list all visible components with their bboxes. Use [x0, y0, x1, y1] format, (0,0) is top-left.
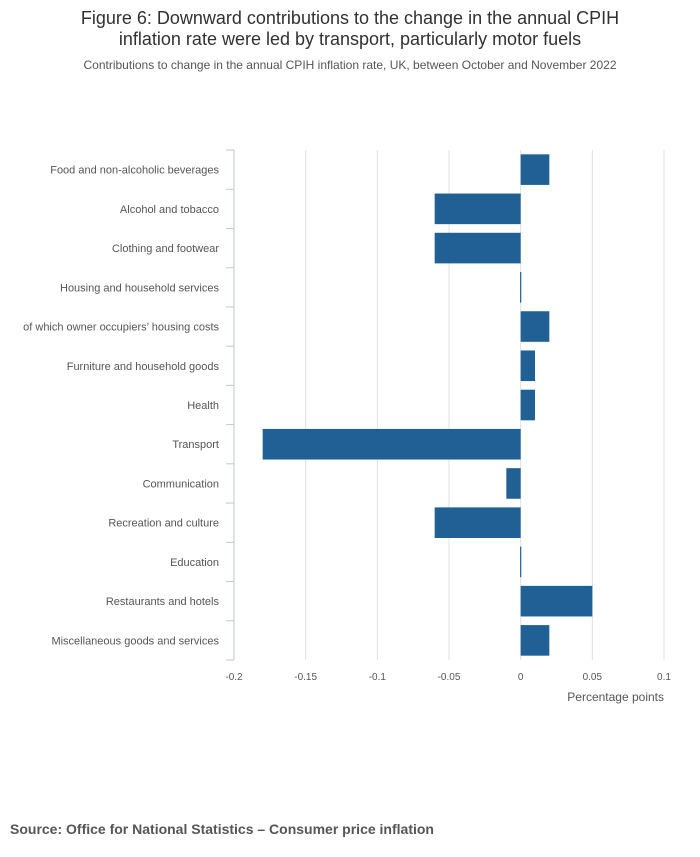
bar — [520, 625, 550, 656]
bar — [520, 272, 522, 303]
x-tick-label: -0.05 — [438, 672, 461, 683]
category-label: Miscellaneous goods and services — [51, 635, 219, 647]
bar — [434, 232, 521, 264]
bar — [520, 350, 535, 382]
bars — [262, 154, 593, 656]
x-tick-label: -0.15 — [294, 672, 317, 683]
category-label: Restaurants and hotels — [106, 596, 220, 608]
source-note: Source: Office for National Statistics –… — [10, 821, 434, 837]
bar — [434, 193, 521, 225]
x-tick-label: -0.1 — [369, 672, 387, 683]
x-axis-label: Percentage points — [567, 690, 664, 704]
category-label: Alcohol and tobacco — [120, 204, 219, 216]
category-label: Food and non-alcoholic beverages — [50, 165, 219, 177]
category-label: of which owner occupiers’ housing costs — [23, 322, 219, 334]
chart-title: Figure 6: Downward contributions to the … — [0, 8, 700, 50]
category-label: Recreation and culture — [108, 518, 219, 530]
x-tick-label: 0.1 — [657, 672, 671, 683]
category-labels: Food and non-alcoholic beverages Alcohol … — [23, 165, 219, 648]
bar — [520, 585, 593, 617]
chart-subtitle: Contributions to change in the annual CP… — [83, 58, 617, 72]
bar — [434, 507, 521, 538]
bar — [506, 468, 521, 499]
category-label: Clothing and footwear — [112, 243, 219, 255]
chart-title-line-1: Figure 6: Downward contributions to the … — [80, 8, 620, 28]
bar — [520, 389, 535, 421]
category-label: Education — [170, 557, 219, 569]
y-axis — [226, 149, 235, 661]
category-label: Transport — [172, 439, 219, 451]
x-tick-label: 0.05 — [583, 672, 603, 683]
x-tick-labels: -0.2 -0.15 -0.1 -0.05 0 0.05 0.1 — [225, 672, 671, 683]
grid-lines — [305, 150, 665, 660]
x-tick-label: 0 — [518, 672, 524, 683]
category-label: Furniture and household goods — [67, 361, 220, 373]
x-tick-label: -0.2 — [225, 672, 243, 683]
chart-title-line-2: inflation rate were led by transport, pa… — [118, 29, 582, 49]
bar — [520, 311, 550, 342]
category-label: Health — [187, 400, 219, 412]
bar — [262, 428, 521, 460]
bar — [520, 546, 522, 578]
bar — [520, 154, 550, 185]
category-label: Housing and household services — [60, 282, 219, 294]
category-label: Communication — [143, 478, 219, 490]
